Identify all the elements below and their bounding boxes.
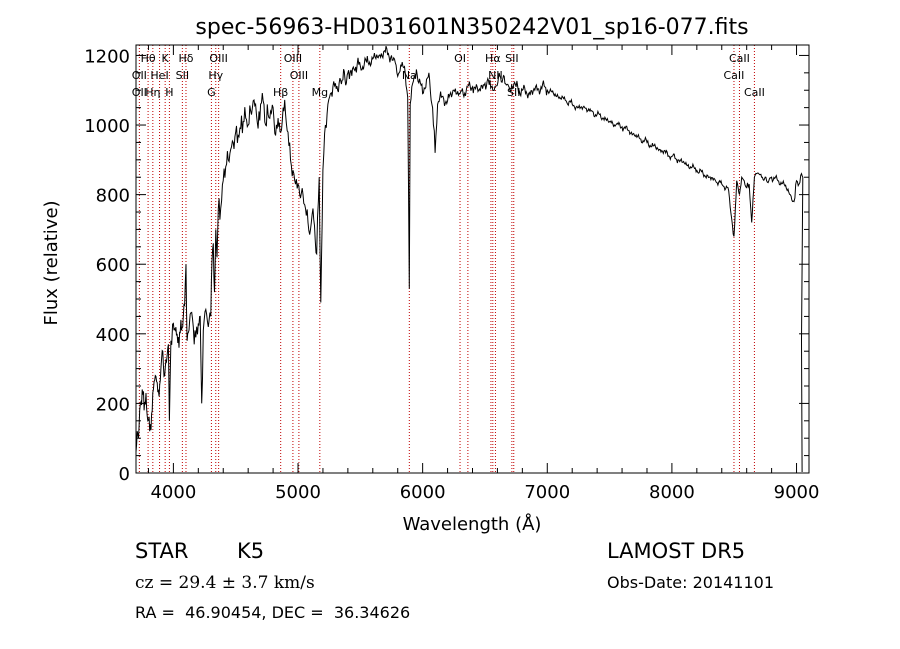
- line-label-5: Hη: [145, 86, 160, 99]
- reference-lines: [138, 45, 755, 473]
- plot-frame: [135, 44, 810, 474]
- y-tick-label: 1200: [84, 46, 130, 67]
- x-axis: 4000 5000 6000 7000 8000 9000: [147, 45, 820, 503]
- y-tick-label: 0: [119, 464, 130, 485]
- x-tick-label: 8000: [649, 482, 695, 503]
- line-label-15: Mg: [312, 86, 328, 99]
- object-class: STAR: [135, 539, 189, 563]
- line-label-17: OI: [454, 52, 466, 65]
- spectrum-line: [135, 45, 804, 473]
- coordinates: RA = 46.90454, DEC = 36.34626: [135, 603, 411, 622]
- y-axis: 0 200 400 600 800 1000 1200: [84, 46, 809, 485]
- line-label-0: Hθ: [141, 52, 156, 65]
- spectral-subclass: K5: [237, 539, 265, 563]
- survey-name: LAMOST DR5: [607, 539, 746, 563]
- observation-date: Obs-Date: 20141101: [607, 573, 775, 592]
- line-label-14: Hβ: [273, 86, 288, 99]
- line-label-13: OIII: [290, 69, 308, 82]
- x-axis-title: Wavelength (Å): [403, 513, 542, 535]
- line-label-20: NII: [488, 69, 503, 82]
- line-label-10: Hγ: [208, 69, 223, 82]
- line-label-22: CaII: [729, 52, 750, 65]
- line-label-7: Hδ: [178, 52, 193, 65]
- line-label-6: H: [165, 86, 173, 99]
- y-tick-label: 400: [96, 325, 130, 346]
- x-tick-label: 6000: [400, 482, 446, 503]
- line-label-9: OIII: [209, 52, 227, 65]
- redshift-velocity: cz = 29.4 ± 3.7 km/s: [135, 573, 315, 593]
- line-label-24: CaII: [744, 86, 765, 99]
- line-label-18: Hα: [485, 52, 501, 65]
- y-tick-label: 600: [96, 255, 130, 276]
- line-label-12: OIII: [284, 52, 302, 65]
- y-tick-label: 1000: [84, 116, 130, 137]
- line-label-1: OII: [132, 69, 147, 82]
- y-tick-label: 200: [96, 394, 130, 415]
- line-label-21: SII: [507, 86, 520, 99]
- line-label-3: K: [162, 52, 170, 65]
- x-tick-label: 9000: [774, 482, 820, 503]
- line-label-23: CaII: [724, 69, 745, 82]
- line-label-16: Na: [402, 69, 417, 82]
- y-tick-label: 800: [96, 186, 130, 207]
- line-label-4: HeI: [150, 69, 168, 82]
- line-label-19: SII: [505, 52, 518, 65]
- y-axis-title: Flux (relative): [41, 200, 62, 325]
- line-label-11: G: [207, 86, 216, 99]
- x-tick-label: 7000: [524, 482, 570, 503]
- chart-title: spec-56963-HD031601N350242V01_sp16-077.f…: [195, 15, 748, 40]
- x-tick-label: 4000: [150, 482, 196, 503]
- line-label-8: SII: [176, 69, 189, 82]
- x-tick-label: 5000: [275, 482, 321, 503]
